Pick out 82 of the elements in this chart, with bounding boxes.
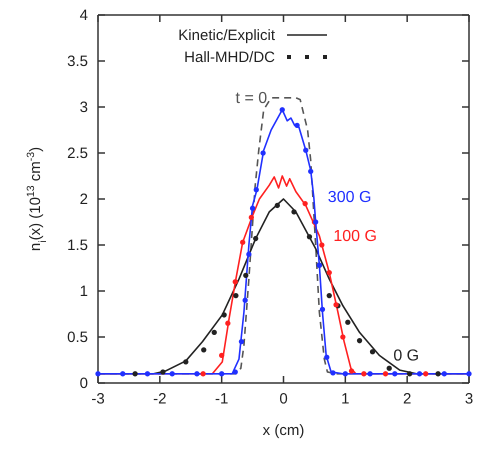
point — [319, 242, 324, 248]
point — [219, 371, 224, 376]
point — [95, 371, 101, 376]
point — [435, 371, 441, 376]
point — [442, 371, 447, 376]
x-tick-label: -3 — [91, 390, 105, 408]
point — [232, 279, 238, 284]
point — [274, 202, 280, 208]
point — [340, 334, 346, 340]
point — [342, 371, 348, 376]
point — [326, 292, 332, 298]
point — [253, 236, 258, 242]
x-tick-label: -2 — [153, 390, 167, 408]
x-tick-label: 2 — [402, 390, 412, 408]
point — [306, 234, 312, 240]
point — [320, 306, 326, 312]
point — [250, 206, 256, 211]
point — [382, 371, 388, 376]
point — [361, 371, 367, 376]
point — [219, 352, 224, 358]
point — [238, 338, 244, 344]
annotation: Kinetic/Explicit — [178, 27, 276, 44]
y-tick-label: 1.5 — [67, 236, 88, 254]
point — [246, 252, 252, 257]
point — [416, 371, 422, 376]
point — [308, 168, 314, 174]
point — [294, 122, 300, 128]
point — [367, 371, 373, 376]
series-label: 100 G — [333, 228, 377, 245]
point — [302, 200, 308, 206]
point — [324, 354, 330, 360]
series-label: t = 0 — [236, 90, 268, 107]
point — [348, 368, 354, 374]
point — [243, 272, 248, 278]
point — [242, 298, 248, 303]
point — [356, 338, 362, 344]
series-label: 300 G — [328, 189, 372, 206]
point — [291, 209, 297, 215]
point — [392, 371, 398, 376]
y-tick-label: 3 — [80, 98, 88, 116]
point — [303, 148, 308, 153]
x-axis-title: x (cm) — [262, 422, 304, 439]
y-tick-label: 0.5 — [67, 328, 88, 346]
x-tick-label: 1 — [341, 390, 350, 408]
point — [232, 369, 238, 375]
point — [194, 371, 200, 376]
x-tick-label: -1 — [214, 390, 228, 408]
point — [201, 347, 206, 353]
point — [132, 371, 138, 376]
y-tick-label: 4 — [80, 6, 88, 24]
point — [170, 371, 175, 376]
point — [221, 312, 227, 318]
y-tick-label: 2 — [80, 190, 88, 208]
point — [466, 371, 472, 376]
point — [280, 107, 285, 112]
x-tick-label: 3 — [464, 390, 474, 408]
point — [326, 270, 332, 276]
y-tick-label: 1 — [80, 282, 88, 300]
point — [330, 370, 336, 376]
point — [225, 320, 230, 326]
x-tick-label: 0 — [279, 390, 288, 408]
point — [406, 371, 412, 376]
point — [200, 371, 206, 376]
point — [233, 292, 239, 298]
y-tick-label: 3.5 — [67, 52, 88, 70]
annotation: Hall-MHD/DC — [184, 49, 276, 66]
point — [120, 371, 126, 376]
series-label: 0 G — [393, 347, 420, 364]
y-tick-label: 0 — [80, 374, 88, 392]
point — [183, 359, 188, 364]
point — [386, 366, 392, 371]
point — [370, 349, 376, 354]
point — [160, 369, 166, 375]
point — [423, 371, 428, 376]
point — [254, 187, 259, 192]
y-tick-label: 2.5 — [67, 144, 88, 162]
point — [248, 214, 254, 220]
point — [144, 371, 150, 376]
point — [212, 330, 217, 336]
point — [260, 150, 266, 156]
point — [345, 320, 350, 325]
point — [240, 240, 246, 245]
